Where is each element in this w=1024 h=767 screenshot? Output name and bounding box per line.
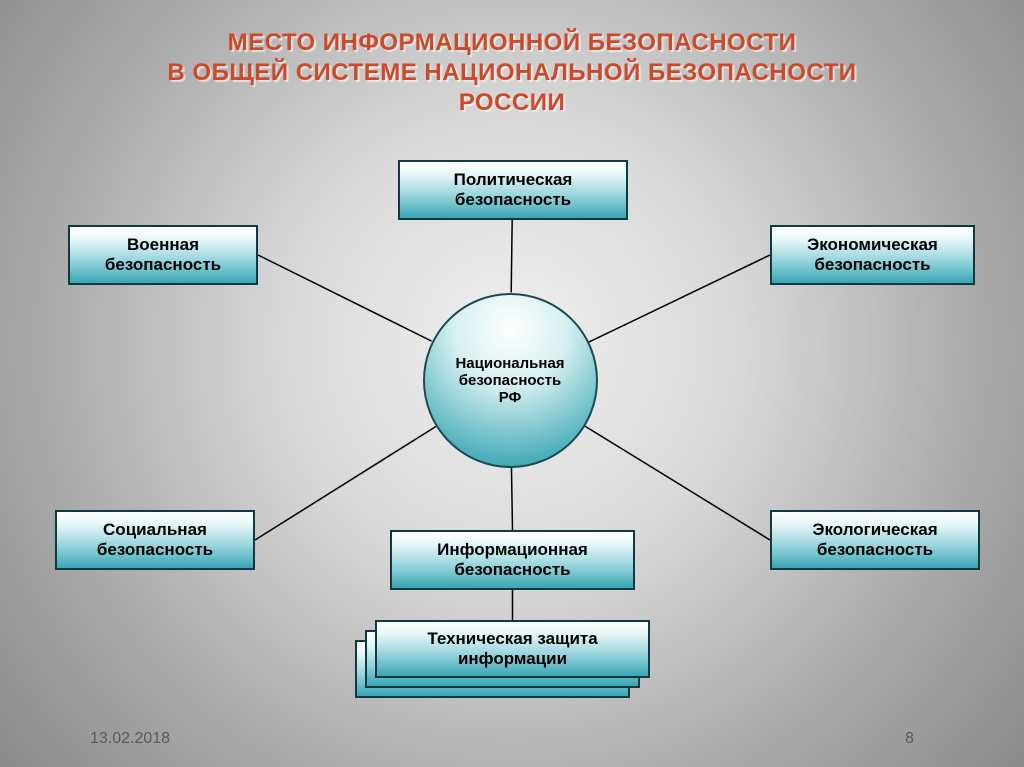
node-social-l2: безопасность — [97, 540, 213, 560]
node-information-l2: безопасность — [437, 560, 588, 580]
node-military-l2: безопасность — [105, 255, 221, 275]
node-information-l1: Информационная — [437, 540, 588, 560]
slide-title: МЕСТО ИНФОРМАЦИОННОЙ БЕЗОПАСНОСТИ В ОБЩЕ… — [0, 28, 1024, 118]
node-ecological: Экологическая безопасность — [770, 510, 980, 570]
center-label-3: РФ — [455, 389, 564, 406]
node-political-l1: Политическая — [454, 170, 573, 190]
node-social: Социальная безопасность — [55, 510, 255, 570]
sub-stack-l2: информации — [427, 649, 597, 669]
title-line-2: В ОБЩЕЙ СИСТЕМЕ НАЦИОНАЛЬНОЙ БЕЗОПАСНОСТ… — [0, 58, 1024, 88]
footer-date: 13.02.2018 — [90, 730, 170, 748]
footer-page: 8 — [905, 730, 914, 748]
title-line-3: РОССИИ — [0, 88, 1024, 118]
node-political-l2: безопасность — [454, 190, 573, 210]
slide: МЕСТО ИНФОРМАЦИОННОЙ БЕЗОПАСНОСТИ В ОБЩЕ… — [0, 0, 1024, 767]
node-ecological-l2: безопасность — [812, 540, 937, 560]
node-information: Информационная безопасность — [390, 530, 635, 590]
title-line-1: МЕСТО ИНФОРМАЦИОННОЙ БЕЗОПАСНОСТИ — [0, 28, 1024, 58]
node-economic-l1: Экономическая — [807, 235, 938, 255]
node-economic-l2: безопасность — [807, 255, 938, 275]
node-ecological-l1: Экологическая — [812, 520, 937, 540]
node-political: Политическая безопасность — [398, 160, 628, 220]
sub-stack-box: Техническая защита информации — [375, 620, 650, 678]
sub-stack-l1: Техническая защита — [427, 629, 597, 649]
node-military: Военная безопасность — [68, 225, 258, 285]
center-node: Национальная безопасность РФ — [423, 293, 598, 468]
node-economic: Экономическая безопасность — [770, 225, 975, 285]
center-label-1: Национальная — [455, 355, 564, 372]
center-label-2: безопасность — [455, 372, 564, 389]
node-social-l1: Социальная — [97, 520, 213, 540]
node-military-l1: Военная — [105, 235, 221, 255]
